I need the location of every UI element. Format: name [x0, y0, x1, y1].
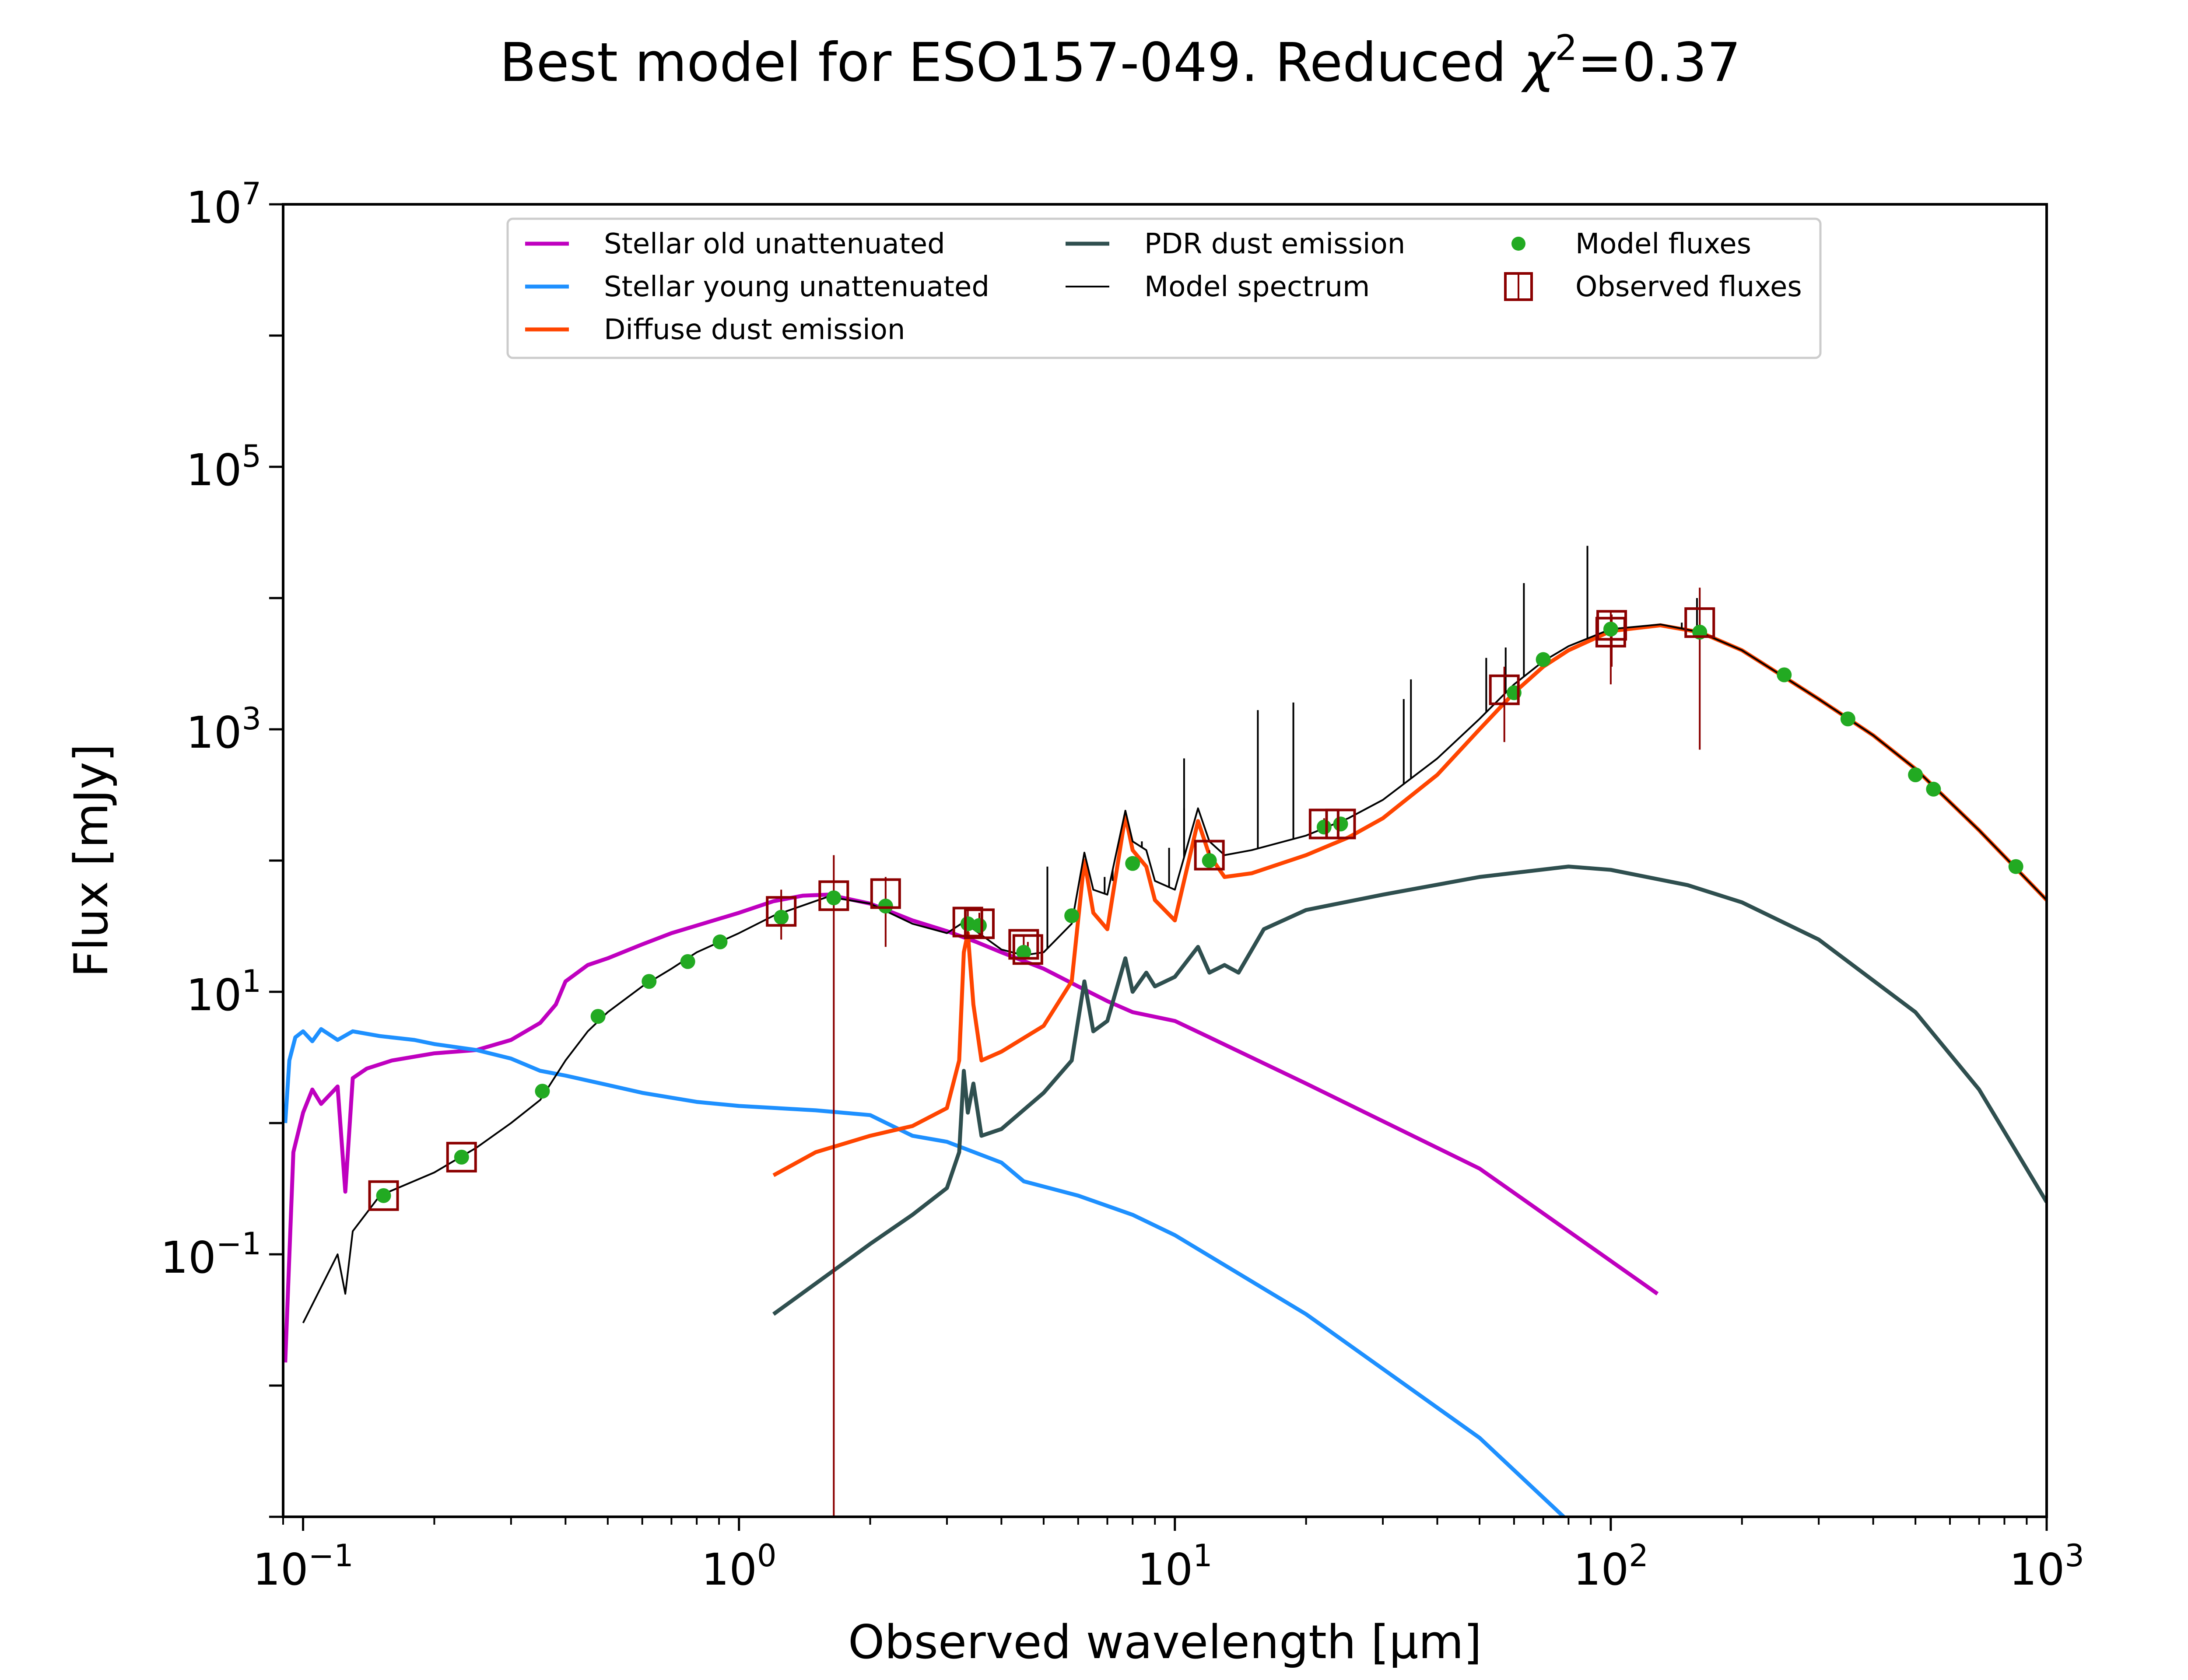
model-flux-point: [826, 890, 842, 906]
observed-flux-point: [766, 896, 797, 927]
legend-entry-diffuse-dust-emission: Diffuse dust emission: [525, 314, 905, 346]
y-axis-label: Flux [mJy]: [64, 744, 118, 977]
y-tick-label: 105: [186, 438, 261, 496]
legend-entry-stellar-old-unattenuated: Stellar old unattenuated: [525, 228, 945, 260]
chart-title-tail: =0.37: [1577, 32, 1741, 94]
observed-fluxes-layer: [368, 607, 1715, 1211]
observed-flux-point: [1008, 929, 1039, 960]
observed-flux-point: [446, 1141, 477, 1172]
model-flux-point: [1840, 711, 1855, 727]
series-stellar-young-unattenuated: [283, 1027, 1565, 1517]
model-flux-point: [1926, 781, 1941, 797]
legend-label: Model spectrum: [1144, 271, 1370, 303]
model-flux-point: [1536, 652, 1551, 667]
x-axis-label: Observed wavelength [μm]: [848, 1615, 1482, 1669]
model-flux-point: [712, 934, 728, 949]
observed-flux-point: [870, 878, 901, 909]
chart-title: Best model for ESO157-049. Reduced χ2=0.…: [500, 28, 1741, 94]
model-flux-point: [774, 910, 789, 925]
legend-label: Model fluxes: [1575, 228, 1751, 260]
model-flux-point: [454, 1149, 469, 1165]
model-flux-point: [2008, 859, 2023, 874]
model-flux-point: [878, 899, 893, 914]
observed-flux-point: [1325, 808, 1356, 840]
y-tick-label: 103: [186, 701, 261, 758]
legend: Stellar old unattenuated Stellar young un…: [506, 217, 1822, 359]
legend-entry-model-spectrum: Model spectrum: [1066, 271, 1370, 303]
model-flux-point: [1202, 853, 1217, 868]
model-flux-point: [1333, 816, 1348, 832]
observed-flux-point: [1308, 808, 1339, 840]
model-flux-point: [1777, 667, 1792, 682]
chart-title-sup: 2: [1555, 28, 1577, 68]
model-flux-point: [376, 1188, 391, 1203]
model-flux-point: [1908, 767, 1923, 783]
y-axis-ticks: 10−1 101 103 105 107: [161, 176, 283, 1518]
y-tick-label: 101: [186, 963, 261, 1021]
legend-entry-model-fluxes: Model fluxes: [1511, 228, 1751, 260]
legend-entry-observed-fluxes: Observed fluxes: [1504, 271, 1802, 303]
y-tick-label: 107: [186, 176, 261, 233]
observed-flux-point: [1194, 840, 1225, 871]
legend-box: [506, 217, 1822, 359]
x-tick-label: 102: [1573, 1538, 1648, 1595]
model-flux-point: [1125, 856, 1140, 871]
legend-label: PDR dust emission: [1144, 228, 1405, 260]
plot-frame: [282, 203, 2048, 1518]
model-flux-point: [1016, 945, 1031, 960]
plot-area: [283, 546, 2047, 1517]
legend-label: Stellar old unattenuated: [604, 228, 945, 260]
chart-title-chi: χ: [1521, 32, 1557, 94]
model-flux-point: [971, 918, 987, 933]
observed-flux-point: [1489, 674, 1520, 705]
observed-flux-point: [1012, 934, 1043, 965]
model-flux-point: [535, 1084, 550, 1099]
legend-label: Stellar young unattenuated: [604, 271, 989, 303]
chart-title-main: Best model for ESO157-049. Reduced: [500, 32, 1523, 94]
legend-swatch: [1511, 237, 1525, 251]
emission-lines-layer: [1046, 546, 1698, 948]
x-axis-ticks: 10−1 100 101 102 103: [252, 1517, 2084, 1595]
error-bars-layer: [780, 588, 1701, 1517]
x-tick-label: 101: [1137, 1538, 1213, 1595]
legend-entry-stellar-young-unattenuated: Stellar young unattenuated: [525, 271, 989, 303]
y-tick-label: 10−1: [161, 1226, 261, 1283]
observed-flux-point: [964, 908, 995, 939]
model-flux-point: [642, 974, 657, 989]
model-flux-point: [1316, 819, 1332, 835]
x-tick-label: 103: [2009, 1538, 2084, 1595]
observed-flux-point: [368, 1180, 399, 1211]
legend-label: Diffuse dust emission: [604, 314, 905, 346]
series-layer: [283, 623, 2047, 1517]
model-flux-point: [1064, 908, 1080, 924]
x-tick-label: 10−1: [252, 1538, 353, 1595]
model-flux-point: [590, 1009, 606, 1024]
legend-label: Observed fluxes: [1575, 271, 1802, 303]
observed-flux-point: [818, 880, 849, 911]
legend-entries: Stellar old unattenuated Stellar young un…: [525, 228, 1802, 346]
observed-flux-point: [1596, 610, 1627, 641]
model-flux-point: [1603, 621, 1618, 637]
model-flux-point: [680, 954, 695, 969]
x-tick-label: 100: [701, 1538, 777, 1595]
observed-flux-point: [952, 906, 983, 938]
series-stellar-old-unattenuated: [283, 892, 1659, 1363]
model-fluxes-layer: [376, 621, 2023, 1203]
observed-flux-point: [1684, 607, 1715, 638]
series-pdr-dust-emission: [772, 864, 2047, 1316]
legend-entry-pdr-dust-emission: PDR dust emission: [1066, 228, 1405, 260]
